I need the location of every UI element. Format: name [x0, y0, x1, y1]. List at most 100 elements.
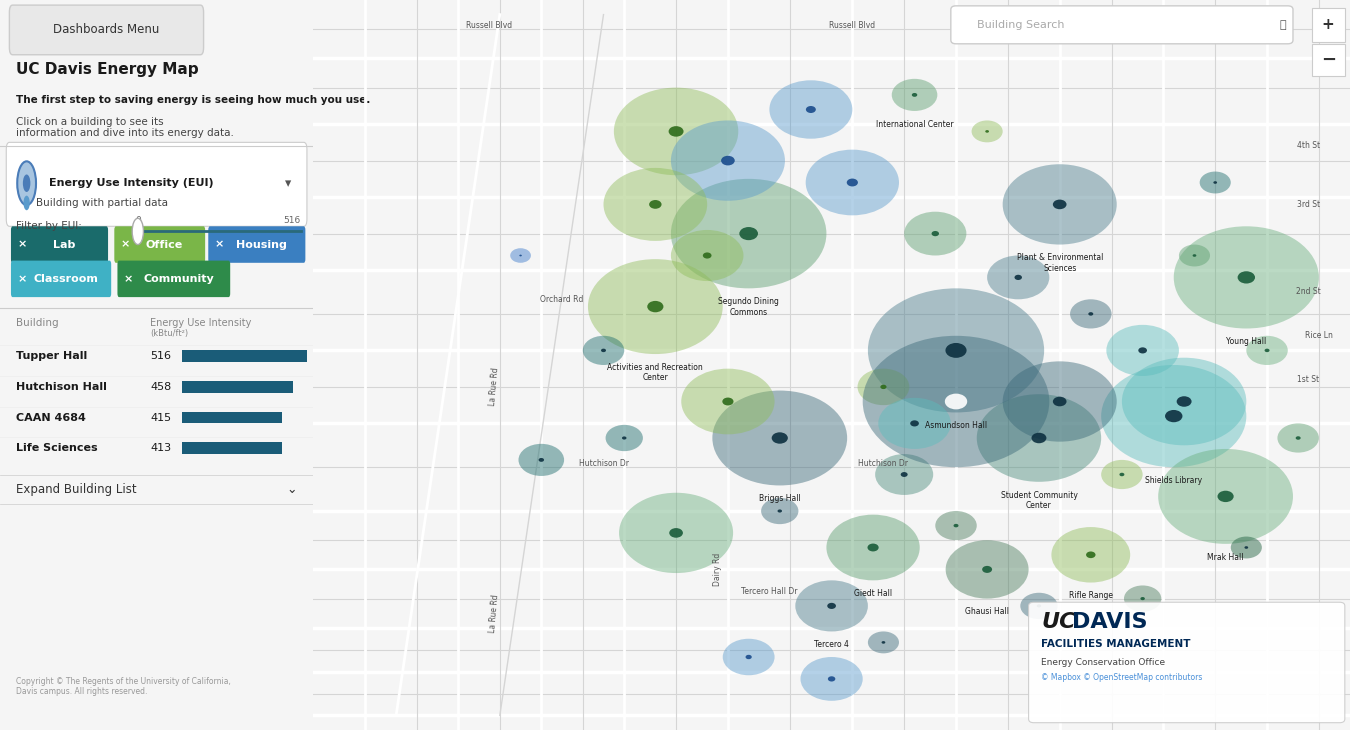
Text: 2nd St: 2nd St: [1296, 288, 1320, 296]
Circle shape: [904, 212, 967, 256]
Circle shape: [795, 580, 868, 631]
Circle shape: [740, 227, 757, 240]
Text: 413: 413: [150, 443, 171, 453]
Text: (kBtu/ft²): (kBtu/ft²): [150, 329, 189, 338]
Circle shape: [1200, 172, 1231, 193]
Circle shape: [1037, 604, 1041, 607]
Circle shape: [879, 398, 950, 449]
Circle shape: [671, 120, 784, 201]
Circle shape: [987, 255, 1049, 299]
Text: ⌄: ⌄: [286, 483, 297, 496]
Text: © Mapbox © OpenStreetMap contributors: © Mapbox © OpenStreetMap contributors: [1041, 673, 1203, 682]
Text: Tercero 4: Tercero 4: [814, 640, 849, 649]
Text: Briggs Hall: Briggs Hall: [759, 494, 801, 503]
Circle shape: [983, 566, 992, 573]
FancyBboxPatch shape: [117, 261, 231, 297]
Text: Plant & Environmental
Sciences: Plant & Environmental Sciences: [1017, 253, 1103, 273]
Text: Giedt Hall: Giedt Hall: [855, 589, 892, 598]
Circle shape: [936, 511, 977, 540]
Circle shape: [132, 218, 143, 245]
FancyBboxPatch shape: [11, 226, 108, 263]
Circle shape: [1179, 245, 1210, 266]
Circle shape: [722, 398, 733, 405]
Circle shape: [828, 603, 836, 609]
Circle shape: [1218, 491, 1234, 502]
Text: Building: Building: [16, 318, 58, 328]
Text: 4th St: 4th St: [1297, 142, 1320, 150]
Text: Russell Blvd: Russell Blvd: [829, 21, 875, 30]
Circle shape: [1031, 433, 1046, 443]
Text: Energy Use Intensity (EUI): Energy Use Intensity (EUI): [49, 178, 213, 188]
Text: UC: UC: [1041, 612, 1076, 632]
Text: Office: Office: [146, 239, 184, 250]
Text: International Center: International Center: [876, 120, 953, 128]
Circle shape: [1003, 164, 1116, 245]
Circle shape: [1246, 336, 1288, 365]
FancyBboxPatch shape: [9, 5, 204, 55]
Circle shape: [1265, 349, 1269, 352]
Text: CAAN 4684: CAAN 4684: [16, 412, 85, 423]
Circle shape: [977, 394, 1102, 482]
FancyBboxPatch shape: [1312, 8, 1345, 42]
Circle shape: [1088, 312, 1094, 315]
Text: Lab: Lab: [53, 239, 76, 250]
Circle shape: [953, 524, 958, 527]
Text: Energy Use Intensity: Energy Use Intensity: [150, 318, 251, 328]
Circle shape: [23, 174, 31, 192]
Circle shape: [1238, 272, 1256, 283]
Text: 415: 415: [150, 412, 171, 423]
Text: Asmundson Hall: Asmundson Hall: [925, 421, 987, 430]
Text: Student Community
Center: Student Community Center: [1000, 491, 1077, 510]
Circle shape: [713, 391, 848, 485]
Text: Hutchison Dr: Hutchison Dr: [859, 459, 909, 468]
Text: 🔍: 🔍: [1280, 20, 1287, 30]
Circle shape: [900, 472, 907, 477]
Text: Building Search: Building Search: [977, 20, 1064, 30]
Circle shape: [801, 657, 863, 701]
Circle shape: [622, 437, 626, 439]
Circle shape: [761, 498, 798, 524]
Circle shape: [647, 301, 663, 312]
Text: La Rue Rd: La Rue Rd: [489, 593, 501, 633]
FancyBboxPatch shape: [1029, 602, 1345, 723]
Circle shape: [911, 93, 917, 97]
Circle shape: [23, 196, 30, 210]
Circle shape: [769, 80, 852, 139]
FancyBboxPatch shape: [950, 6, 1293, 44]
Text: ×: ×: [18, 239, 27, 250]
Text: 458: 458: [150, 382, 171, 392]
Text: UC Davis Energy Map: UC Davis Energy Map: [16, 62, 198, 77]
Circle shape: [1119, 473, 1125, 476]
Text: Energy Conservation Office: Energy Conservation Office: [1041, 658, 1165, 666]
Circle shape: [1014, 274, 1022, 280]
Circle shape: [868, 544, 879, 551]
Circle shape: [520, 255, 522, 256]
Circle shape: [1085, 551, 1096, 558]
Circle shape: [671, 230, 744, 281]
Circle shape: [1052, 527, 1130, 583]
Text: Rice Ln: Rice Ln: [1305, 331, 1332, 340]
Text: Housing: Housing: [236, 239, 288, 250]
Text: 0: 0: [135, 216, 140, 225]
Circle shape: [668, 126, 683, 137]
Text: 516: 516: [284, 216, 301, 225]
Circle shape: [1003, 361, 1116, 442]
Circle shape: [1214, 181, 1218, 184]
Circle shape: [892, 79, 937, 111]
Circle shape: [1245, 546, 1249, 549]
FancyBboxPatch shape: [115, 226, 205, 263]
FancyBboxPatch shape: [182, 442, 282, 454]
Circle shape: [931, 231, 940, 237]
Circle shape: [972, 120, 1003, 142]
Circle shape: [857, 369, 910, 405]
Text: Building with partial data: Building with partial data: [36, 198, 167, 208]
Circle shape: [1122, 358, 1246, 445]
Text: 3rd St: 3rd St: [1297, 200, 1320, 209]
Circle shape: [606, 425, 643, 451]
Text: Hutchison Dr: Hutchison Dr: [579, 459, 629, 468]
Text: Expand Building List: Expand Building List: [16, 483, 136, 496]
FancyBboxPatch shape: [1312, 44, 1345, 76]
Circle shape: [601, 349, 606, 352]
Circle shape: [1125, 585, 1161, 612]
Text: Filter by EUI:: Filter by EUI:: [16, 221, 81, 231]
